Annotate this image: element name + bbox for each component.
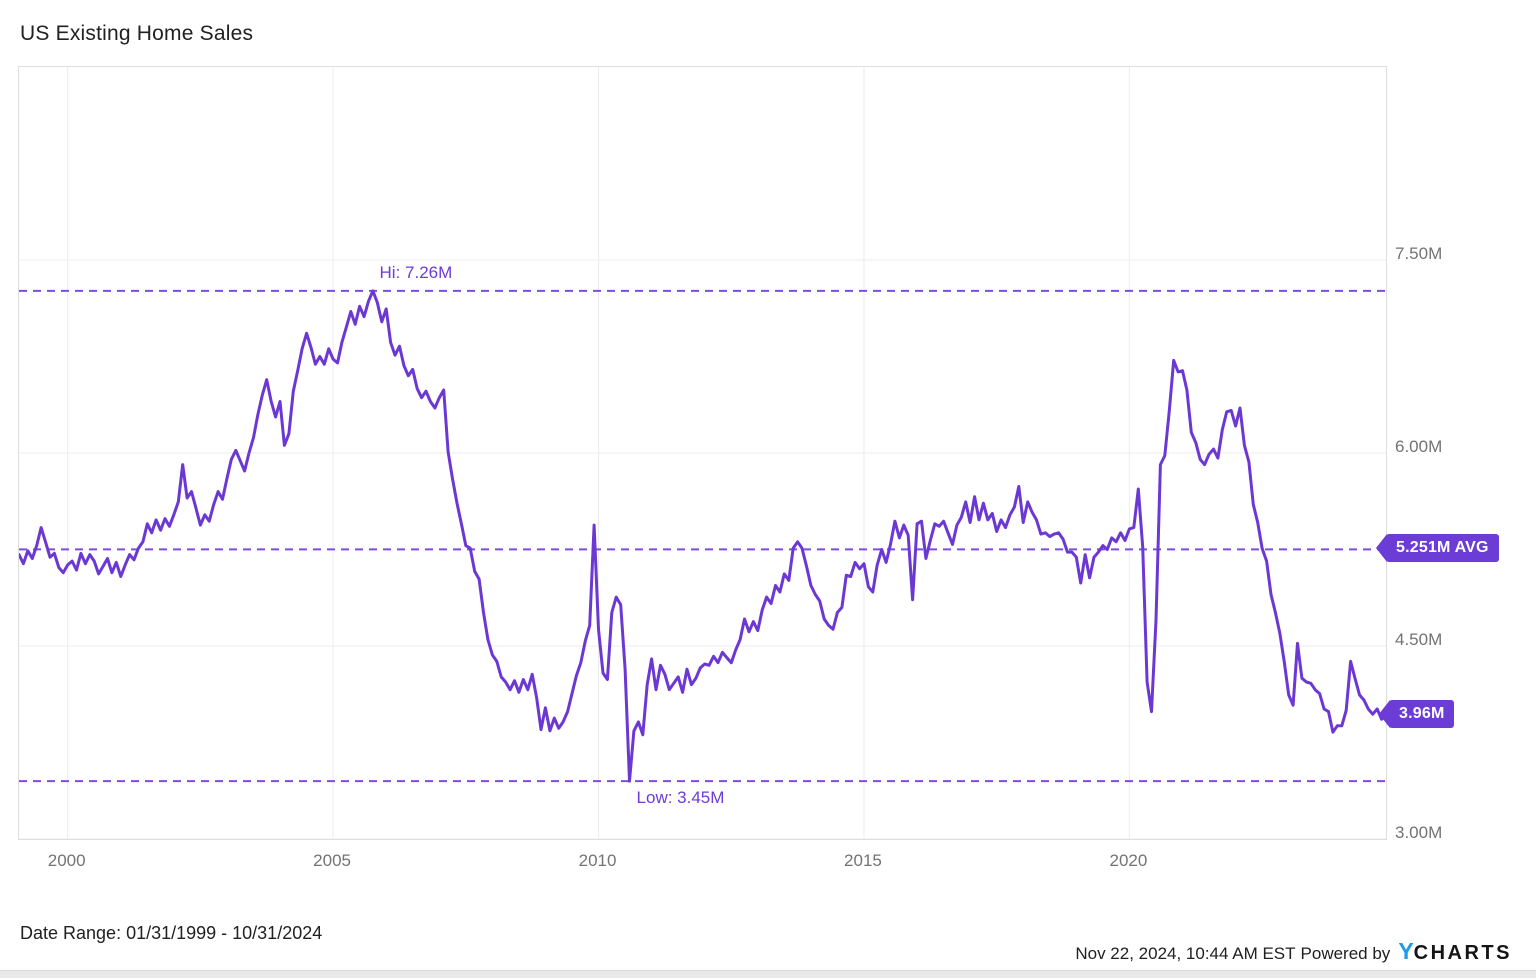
x-tick-label: 2015 [844, 851, 882, 870]
last-value-badge: 3.96M [1379, 700, 1455, 729]
ycharts-logo-y: Y [1398, 938, 1414, 964]
x-tick-label: 2020 [1109, 851, 1148, 870]
high-annotation-label: Hi: 7.26M [379, 262, 453, 282]
y-tick-label: 3.00M [1395, 823, 1443, 842]
ycharts-logo: Y CHARTS [1398, 938, 1512, 965]
last-badge-label: 3.96M [1389, 700, 1455, 729]
y-tick-label: 4.50M [1395, 630, 1443, 649]
x-tick-label: 2005 [313, 851, 351, 870]
y-tick-label: 6.00M [1395, 437, 1443, 456]
powered-by-label: Powered by [1300, 944, 1391, 963]
chart-plot-area[interactable] [19, 67, 1386, 839]
average-value-badge: 5.251M AVG [1376, 534, 1499, 563]
x-tick-label: 2010 [578, 851, 617, 870]
x-tick-label: 2000 [47, 851, 86, 870]
badge-arrow-icon [1376, 534, 1387, 563]
home-sales-line-series [19, 289, 1386, 783]
ycharts-logo-charts: CHARTS [1413, 942, 1512, 964]
y-tick-label: 7.50M [1395, 244, 1443, 263]
average-badge-label: 5.251M AVG [1386, 534, 1499, 563]
badge-arrow-icon [1379, 700, 1390, 729]
page-title: US Existing Home Sales [20, 22, 254, 45]
chart-plot-frame [18, 66, 1387, 840]
low-annotation-label: Low: 3.45M [636, 788, 725, 808]
timestamp-label: Nov 22, 2024, 10:44 AM EST [1075, 944, 1296, 963]
date-range-label: Date Range: 01/31/1999 - 10/31/2024 [20, 923, 323, 943]
bottom-edge-strip [0, 970, 1536, 978]
